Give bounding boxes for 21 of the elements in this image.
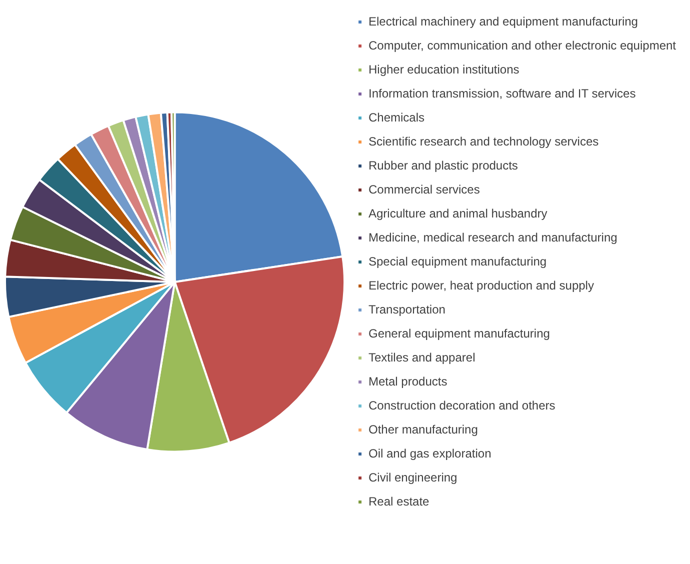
legend-label: Construction decoration and others — [368, 398, 556, 412]
legend-label: Information transmission, software and IT services — [368, 86, 636, 100]
legend-label: Rubber and plastic products — [368, 158, 518, 172]
legend-label: Transportation — [368, 302, 446, 316]
legend-label: Oil and gas exploration — [368, 446, 492, 460]
legend-label: Agriculture and animal husbandry — [368, 206, 548, 220]
legend-label: General equipment manufacturing — [368, 326, 550, 340]
legend-label: Real estate — [368, 494, 430, 508]
legend-label: Computer, communication and other electronic equipment — [368, 38, 677, 52]
legend-label: Higher education institutions — [368, 62, 520, 76]
legend-label: Metal products — [368, 374, 448, 388]
legend-label: Textiles and apparel — [368, 350, 476, 364]
legend-label: Medicine, medical research and manufacturing — [368, 230, 618, 244]
legend-label: Electric power, heat production and supply — [368, 278, 594, 292]
legend-label: Electrical machinery and equipment manufacturing — [368, 14, 638, 28]
legend-label: Civil engineering — [368, 470, 458, 484]
legend-label: Special equipment manufacturing — [368, 254, 547, 268]
legend-label: Other manufacturing — [368, 422, 478, 436]
legend-label: Scientific research and technology services — [368, 134, 599, 148]
legend-label: Commercial services — [368, 182, 480, 196]
legend-label: Chemicals — [368, 110, 425, 124]
